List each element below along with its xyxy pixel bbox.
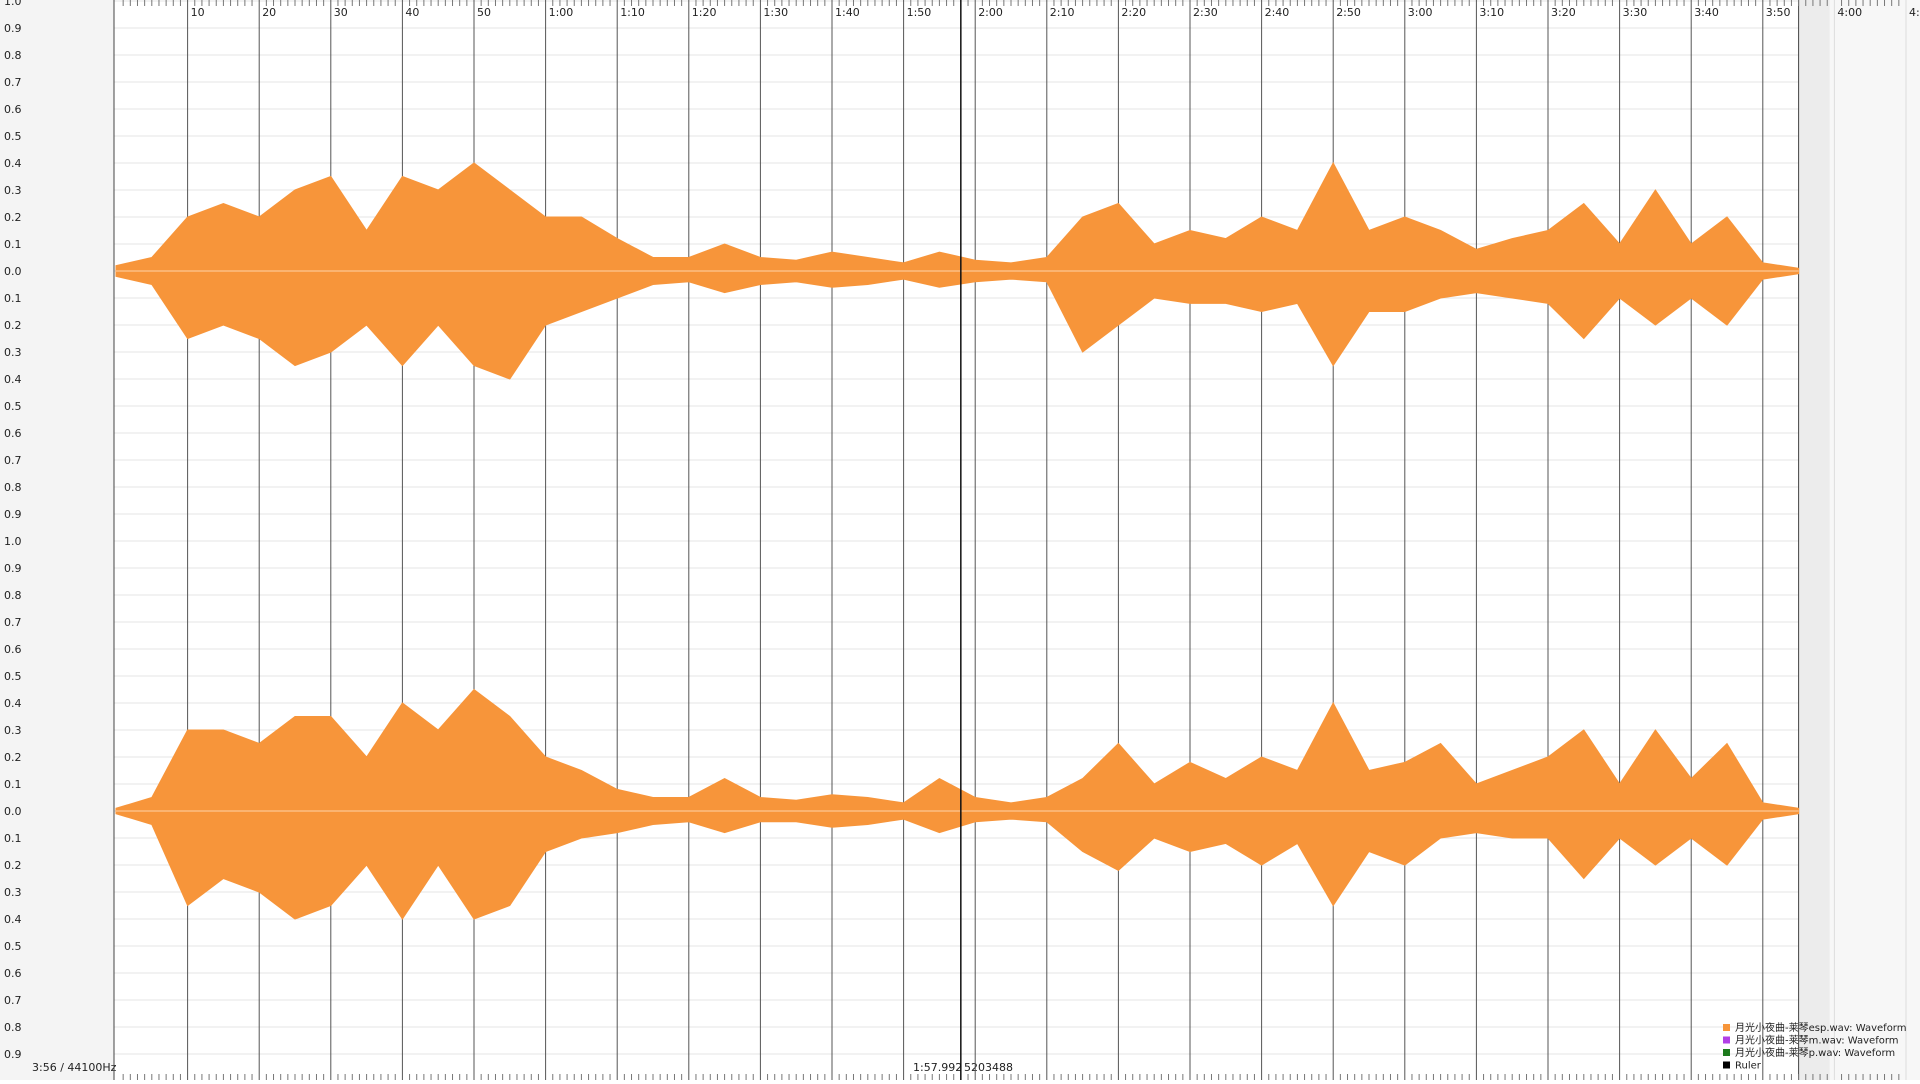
legend-swatch bbox=[1723, 1049, 1730, 1056]
waveform-area bbox=[115, 270, 1800, 380]
amplitude-label: 0.9 bbox=[4, 1048, 22, 1061]
amplitude-label: 0.7 bbox=[4, 454, 22, 467]
amplitude-label: 0.3 bbox=[4, 886, 22, 899]
amplitude-label: 0.2 bbox=[4, 211, 22, 224]
amplitude-label: 0.8 bbox=[4, 589, 22, 602]
amplitude-label: 0.8 bbox=[4, 1021, 22, 1034]
amplitude-label: 0.6 bbox=[4, 643, 22, 656]
legend-label: 月光小夜曲-莱琴m.wav: Waveform bbox=[1735, 1034, 1899, 1047]
legend-swatch bbox=[1723, 1024, 1730, 1031]
time-label: 2:00 bbox=[978, 6, 1003, 19]
time-label: 1:40 bbox=[835, 6, 860, 19]
amplitude-label: 0.1 bbox=[4, 778, 22, 791]
time-label: 3:00 bbox=[1408, 6, 1433, 19]
time-label: 3:20 bbox=[1551, 6, 1576, 19]
amplitude-label: 0.3 bbox=[4, 346, 22, 359]
amplitude-label: 0.2 bbox=[4, 319, 22, 332]
amplitude-label: 0.1 bbox=[4, 238, 22, 251]
amplitude-label: 1.0 bbox=[4, 0, 22, 8]
status-text: 3:56 / 44100Hz bbox=[32, 1061, 117, 1074]
time-label: 30 bbox=[334, 6, 348, 19]
amplitude-label: 0.5 bbox=[4, 400, 22, 413]
time-label: 2:20 bbox=[1121, 6, 1146, 19]
amplitude-label: 0.1 bbox=[4, 832, 22, 845]
amplitude-label: 0.4 bbox=[4, 697, 22, 710]
time-label: 1:00 bbox=[549, 6, 574, 19]
amplitude-label: 0.7 bbox=[4, 994, 22, 1007]
time-label: 1:50 bbox=[907, 6, 932, 19]
amplitude-label: 0.4 bbox=[4, 373, 22, 386]
time-label: 2:40 bbox=[1265, 6, 1290, 19]
amplitude-label: 0.7 bbox=[4, 616, 22, 629]
time-label: 1:30 bbox=[763, 6, 788, 19]
time-label: 3:30 bbox=[1623, 6, 1648, 19]
amplitude-label: 0.4 bbox=[4, 913, 22, 926]
waveform-area bbox=[115, 810, 1800, 920]
amplitude-label: 0.4 bbox=[4, 157, 22, 170]
amplitude-label: 0.2 bbox=[4, 751, 22, 764]
amplitude-label: 0.5 bbox=[4, 670, 22, 683]
amplitude-label: 0.9 bbox=[4, 508, 22, 521]
time-label: 40 bbox=[405, 6, 419, 19]
time-label: 3:10 bbox=[1479, 6, 1504, 19]
amplitude-panel bbox=[0, 0, 114, 1080]
amplitude-label: 0.9 bbox=[4, 562, 22, 575]
amplitude-label: 0.8 bbox=[4, 49, 22, 62]
amplitude-label: 0.6 bbox=[4, 427, 22, 440]
amplitude-label: 0.7 bbox=[4, 76, 22, 89]
time-label: 2:30 bbox=[1193, 6, 1218, 19]
time-label: 4:00 bbox=[1837, 6, 1862, 19]
waveform-area bbox=[115, 688, 1800, 812]
legend-label: 月光小夜曲-莱琴p.wav: Waveform bbox=[1735, 1046, 1895, 1059]
amplitude-label: 0.5 bbox=[4, 940, 22, 953]
time-label: 1:20 bbox=[692, 6, 717, 19]
amplitude-label: 0.2 bbox=[4, 859, 22, 872]
time-label: 1:10 bbox=[620, 6, 645, 19]
amplitude-label: 0.5 bbox=[4, 130, 22, 143]
amplitude-label: 1.0 bbox=[4, 535, 22, 548]
waveform-area bbox=[115, 161, 1800, 272]
amplitude-label: 0.6 bbox=[4, 103, 22, 116]
amplitude-label: 0.3 bbox=[4, 724, 22, 737]
inactive-edge bbox=[1798, 0, 1830, 1080]
amplitude-label: 0.9 bbox=[4, 22, 22, 35]
time-label: 2:10 bbox=[1050, 6, 1075, 19]
time-label: 20 bbox=[262, 6, 276, 19]
time-label: 4:10 bbox=[1909, 6, 1920, 19]
time-label: 3:50 bbox=[1766, 6, 1791, 19]
cursor-time: 1:57.992 bbox=[913, 1061, 962, 1074]
legend-label: 月光小夜曲-莱琴esp.wav: Waveform bbox=[1735, 1021, 1906, 1034]
legend-swatch bbox=[1723, 1036, 1730, 1044]
amplitude-label: 0.6 bbox=[4, 967, 22, 980]
amplitude-label: 0.0 bbox=[4, 265, 22, 278]
legend-swatch bbox=[1723, 1061, 1730, 1069]
amplitude-label: 0.8 bbox=[4, 481, 22, 494]
amplitude-label: 0.1 bbox=[4, 292, 22, 305]
time-label: 10 bbox=[191, 6, 205, 19]
legend-label: Ruler bbox=[1735, 1061, 1762, 1072]
time-label: 3:40 bbox=[1694, 6, 1719, 19]
cursor-sample: 5203488 bbox=[964, 1061, 1013, 1074]
time-label: 50 bbox=[477, 6, 491, 19]
amplitude-label: 0.0 bbox=[4, 805, 22, 818]
time-label: 2:50 bbox=[1336, 6, 1361, 19]
amplitude-label: 0.3 bbox=[4, 184, 22, 197]
